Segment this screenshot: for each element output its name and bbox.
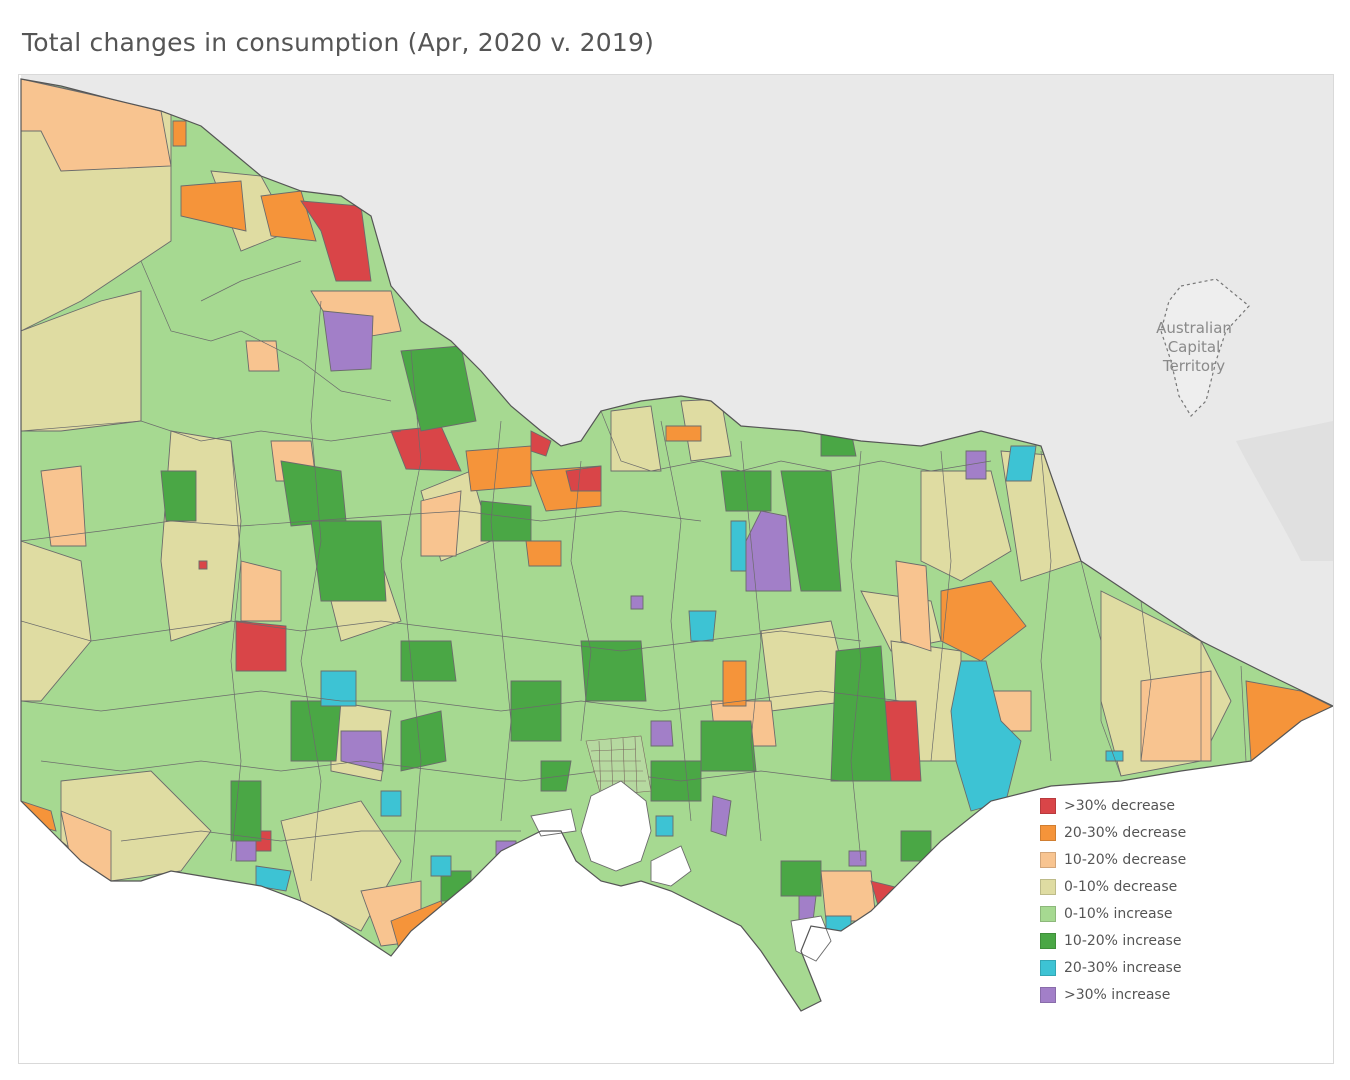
region-alpine-2[interactable] — [895, 560, 932, 652]
region-red-ne[interactable] — [530, 430, 552, 457]
legend-item[interactable]: 0-10% increase — [1040, 900, 1240, 927]
nsw-landmass — [21, 75, 1333, 706]
region-green-melb-w[interactable] — [510, 680, 562, 742]
region-cyan-ne-2[interactable] — [1005, 445, 1037, 482]
legend-label: 0-10% decrease — [1064, 878, 1178, 895]
geelong-bay — [530, 808, 577, 837]
act-label-line-2: Capital — [1168, 338, 1221, 356]
region-green-gippsland-2[interactable] — [780, 860, 822, 897]
region-green-melb-north[interactable] — [580, 640, 647, 702]
region-mid-west[interactable] — [160, 430, 242, 642]
region-orange-ne[interactable] — [665, 425, 702, 442]
act-label-line-3: Territory — [1162, 357, 1225, 375]
legend-swatch — [1040, 959, 1056, 976]
region-northeast-1[interactable] — [610, 405, 662, 472]
region-cyan-central[interactable] — [688, 610, 717, 642]
region-green-west[interactable] — [160, 470, 197, 522]
legend-swatch — [1040, 797, 1056, 814]
region-purple-gipps[interactable] — [848, 850, 867, 867]
region-boundaries — [21, 260, 1247, 882]
region-west-wimmera[interactable] — [40, 465, 87, 547]
act-boundary[interactable] — [1160, 278, 1250, 417]
region-orange-north-1[interactable] — [180, 180, 247, 232]
legend-item[interactable]: 20-30% decrease — [1040, 819, 1240, 846]
region-red-west[interactable] — [235, 620, 287, 672]
legend-swatch — [1040, 878, 1056, 895]
region-green-gippsland[interactable] — [830, 645, 892, 782]
region-wimmera-center[interactable] — [240, 560, 282, 622]
region-green-sw[interactable] — [230, 780, 262, 842]
region-north-2[interactable] — [245, 340, 280, 372]
region-purple-ne[interactable] — [965, 450, 987, 480]
region-purple-sw[interactable] — [235, 840, 257, 862]
region-green-geelong[interactable] — [540, 760, 572, 792]
region-wimmera-west[interactable] — [21, 540, 92, 702]
legend-label: 20-30% increase — [1064, 959, 1182, 976]
region-cyan-sw[interactable] — [255, 865, 292, 892]
map-title: Total changes in consumption (Apr, 2020 … — [22, 28, 655, 57]
melbourne-metro-boundaries — [585, 735, 652, 797]
legend-swatch — [1040, 824, 1056, 841]
region-purple-mid[interactable] — [340, 730, 384, 772]
legend-swatch — [1040, 932, 1056, 949]
legend-item[interactable]: 10-20% increase — [1040, 927, 1240, 954]
legend-swatch — [1040, 986, 1056, 1003]
region-green-central-2[interactable] — [310, 520, 387, 602]
region-green-melb-ne[interactable] — [650, 760, 702, 802]
legend-swatch — [1040, 851, 1056, 868]
region-orange-central-3[interactable] — [525, 540, 562, 567]
region-purple-melb-e[interactable] — [710, 795, 732, 837]
region-cyan-mid[interactable] — [380, 790, 402, 817]
region-green-ballarat[interactable] — [400, 640, 457, 682]
region-orange-central[interactable] — [465, 445, 532, 492]
region-green-center-3[interactable] — [480, 500, 532, 542]
region-red-dot[interactable] — [198, 560, 208, 570]
legend-label: >30% increase — [1064, 986, 1171, 1003]
region-purple-north[interactable] — [322, 310, 374, 372]
region-green-mid-3[interactable] — [700, 720, 757, 772]
region-purple-alpine[interactable] — [745, 510, 792, 592]
region-red-north[interactable] — [300, 200, 372, 282]
legend-label: >30% decrease — [1064, 797, 1176, 814]
legend-item[interactable]: >30% increase — [1040, 981, 1240, 1008]
legend-label: 20-30% decrease — [1064, 824, 1187, 841]
region-green-mid-2[interactable] — [400, 710, 447, 772]
act-label-line-1: Australian — [1156, 319, 1232, 337]
map-view[interactable]: Australian Capital Territory — [18, 74, 1334, 1064]
region-cyan-west[interactable] — [320, 670, 357, 707]
region-green-central-1[interactable] — [280, 460, 347, 527]
legend-label: 10-20% decrease — [1064, 851, 1187, 868]
legend-swatch — [1040, 905, 1056, 922]
region-east-gippsland-4[interactable] — [1140, 670, 1212, 762]
terrain-shading — [1236, 421, 1333, 561]
legend-label: 10-20% increase — [1064, 932, 1182, 949]
region-cyan-melb[interactable] — [655, 815, 674, 837]
region-cyan-coast[interactable] — [430, 855, 452, 877]
region-orange-north-3[interactable] — [172, 120, 187, 147]
legend-label: 0-10% increase — [1064, 905, 1173, 922]
region-green-north[interactable] — [400, 345, 477, 432]
legend: >30% decrease 20-30% decrease 10-20% dec… — [1040, 792, 1240, 1008]
port-phillip-bay — [580, 780, 652, 872]
region-layer[interactable] — [21, 79, 1332, 957]
region-red-central-2[interactable] — [565, 465, 602, 492]
region-purple-melb-n[interactable] — [650, 720, 674, 747]
region-purple-central[interactable] — [630, 595, 644, 610]
victoria-map[interactable]: Australian Capital Territory — [19, 75, 1333, 1063]
region-central-belt[interactable] — [420, 490, 462, 557]
western-port — [650, 845, 692, 887]
region-cyan-north-east[interactable] — [730, 520, 747, 572]
region-orange-east[interactable] — [940, 580, 1027, 662]
legend-item[interactable]: 20-30% increase — [1040, 954, 1240, 981]
region-green-alpine[interactable] — [780, 470, 842, 592]
region-orange-mitchell[interactable] — [722, 660, 747, 707]
region-cyan-far-east[interactable] — [1105, 750, 1124, 762]
legend-item[interactable]: 0-10% decrease — [1040, 873, 1240, 900]
legend-item[interactable]: >30% decrease — [1040, 792, 1240, 819]
legend-item[interactable]: 10-20% decrease — [1040, 846, 1240, 873]
